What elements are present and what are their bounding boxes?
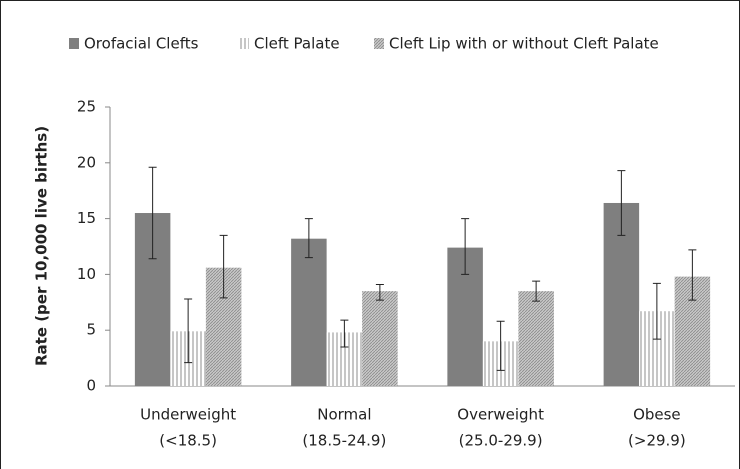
x-tick-label: Underweight [140, 406, 236, 424]
x-tick-label: Overweight [457, 406, 544, 424]
y-tick-label: 20 [77, 153, 96, 171]
legend-swatch [374, 38, 384, 49]
legend-label: Orofacial Clefts [84, 35, 199, 53]
x-tick-label: (25.0-29.9) [459, 432, 543, 450]
legend-label: Cleft Lip with or without Cleft Palate [389, 35, 659, 53]
error-bar [688, 249, 697, 301]
error-bar [148, 166, 157, 260]
y-axis-label: Rate (per 10,000 live births) [33, 126, 51, 366]
bar [362, 291, 398, 386]
error-bar [184, 298, 193, 364]
y-tick-label: 25 [77, 98, 96, 116]
bar [518, 291, 554, 386]
legend-label: Cleft Palate [254, 35, 340, 53]
error-bar [304, 218, 313, 259]
y-tick-label: 15 [77, 209, 96, 227]
legend-swatch [239, 38, 249, 49]
x-tick-label: (>29.9) [628, 432, 686, 450]
bar [291, 238, 327, 386]
error-bar [617, 170, 626, 236]
error-bar [461, 218, 470, 275]
error-bar [496, 320, 505, 371]
legend-swatch [69, 38, 79, 49]
y-tick-label: 10 [77, 265, 96, 283]
error-bar [219, 234, 228, 299]
error-bar [340, 319, 349, 348]
error-bar [532, 280, 541, 302]
x-tick-label: Obese [633, 406, 681, 424]
x-tick-label: (18.5-24.9) [302, 432, 386, 450]
x-tick-label: Normal [317, 406, 371, 424]
error-bar [375, 283, 384, 301]
error-bar [652, 282, 661, 340]
y-tick-label: 0 [86, 377, 96, 395]
y-tick-label: 5 [86, 321, 96, 339]
x-tick-label: (<18.5) [159, 432, 217, 450]
